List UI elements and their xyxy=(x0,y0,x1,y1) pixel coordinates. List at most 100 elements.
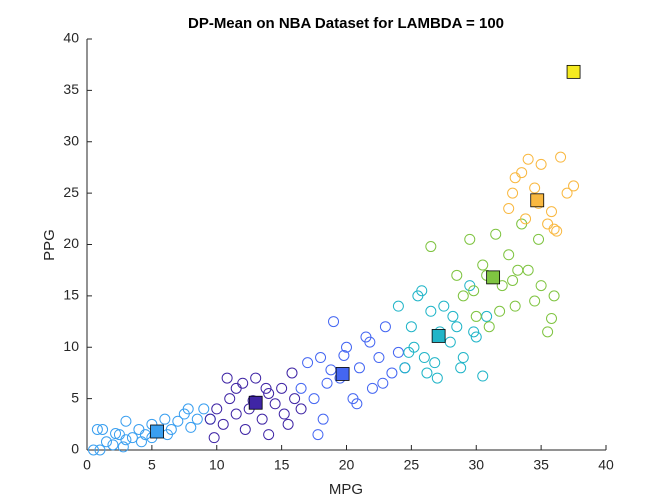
point xyxy=(260,382,272,394)
point xyxy=(328,316,340,328)
point xyxy=(120,415,132,427)
point xyxy=(269,398,281,410)
point xyxy=(494,305,506,317)
y-axis-label: PPG xyxy=(41,229,58,261)
point xyxy=(351,398,363,410)
point xyxy=(418,352,430,364)
point xyxy=(535,158,547,170)
point xyxy=(172,415,184,427)
point xyxy=(230,382,242,394)
point xyxy=(373,352,385,364)
point xyxy=(379,321,391,333)
point xyxy=(295,403,307,415)
point xyxy=(516,167,528,179)
point xyxy=(551,225,563,237)
point xyxy=(438,300,450,312)
point xyxy=(377,377,389,389)
centroid xyxy=(431,329,446,343)
point xyxy=(477,370,489,382)
point xyxy=(535,280,547,292)
point xyxy=(542,326,554,338)
point xyxy=(429,357,441,369)
point xyxy=(483,321,495,333)
point xyxy=(250,372,262,384)
point xyxy=(477,259,489,271)
centroid xyxy=(486,270,501,285)
point xyxy=(276,382,288,394)
point xyxy=(468,326,480,338)
point xyxy=(548,290,560,302)
point xyxy=(185,421,197,433)
point xyxy=(561,187,573,199)
point xyxy=(568,180,580,192)
x-tick-label: 15 xyxy=(274,457,290,473)
point xyxy=(353,362,365,374)
point xyxy=(217,418,229,430)
centroid xyxy=(530,193,545,208)
point xyxy=(87,444,99,456)
point xyxy=(386,367,398,379)
point xyxy=(263,387,275,399)
point xyxy=(507,274,519,286)
point xyxy=(263,429,275,441)
point xyxy=(451,321,463,333)
point xyxy=(416,285,428,297)
point xyxy=(126,432,138,444)
point xyxy=(405,321,417,333)
x-tick-label: 5 xyxy=(148,457,156,473)
point xyxy=(447,310,459,322)
x-tick-label: 40 xyxy=(598,457,614,473)
point xyxy=(256,413,268,425)
centroid xyxy=(248,395,263,410)
point xyxy=(107,439,119,451)
point xyxy=(208,432,220,444)
point xyxy=(470,310,482,322)
point xyxy=(529,295,541,307)
point xyxy=(520,213,532,225)
point xyxy=(546,312,558,324)
y-tick-label: 40 xyxy=(63,30,79,46)
point xyxy=(191,413,203,425)
point xyxy=(295,382,307,394)
point xyxy=(546,206,558,218)
point xyxy=(392,300,404,312)
centroid xyxy=(335,367,350,381)
point xyxy=(421,367,433,379)
point xyxy=(198,403,210,415)
point xyxy=(533,233,545,245)
x-tick-label: 10 xyxy=(209,457,225,473)
point xyxy=(338,349,350,361)
y-tick-label: 5 xyxy=(71,389,79,405)
x-tick-label: 25 xyxy=(404,457,420,473)
point xyxy=(457,290,469,302)
point xyxy=(503,203,515,215)
point xyxy=(509,300,521,312)
point xyxy=(239,423,251,435)
y-tick-label: 10 xyxy=(63,338,79,354)
point xyxy=(490,228,502,240)
point xyxy=(159,413,171,425)
point xyxy=(302,357,314,369)
x-tick-label: 0 xyxy=(83,457,91,473)
point xyxy=(507,187,519,199)
point xyxy=(97,423,109,435)
point xyxy=(312,429,324,441)
y-tick-label: 0 xyxy=(71,441,79,457)
point xyxy=(204,413,216,425)
point xyxy=(555,151,567,163)
point xyxy=(512,264,524,276)
centroid xyxy=(150,424,164,439)
point xyxy=(182,403,194,415)
point xyxy=(211,403,223,415)
point xyxy=(282,418,294,430)
point xyxy=(529,182,541,194)
x-tick-label: 35 xyxy=(533,457,549,473)
point xyxy=(457,352,469,364)
point xyxy=(278,408,290,420)
point xyxy=(399,362,411,374)
point xyxy=(470,331,482,343)
point xyxy=(341,341,352,353)
x-tick-label: 30 xyxy=(468,457,484,473)
